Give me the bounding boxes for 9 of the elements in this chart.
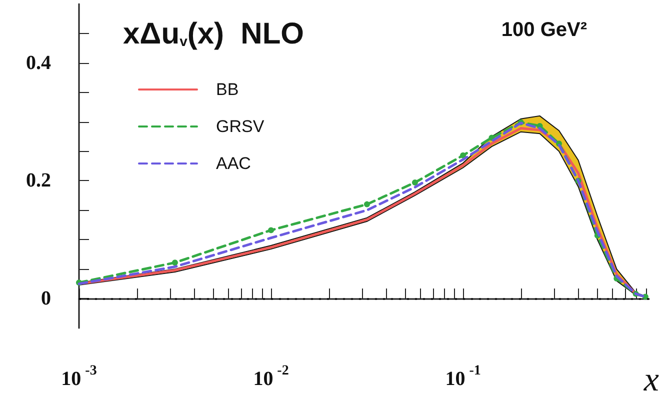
legend-label: GRSV: [216, 117, 265, 136]
annotation: 100 GeV²: [501, 19, 588, 41]
legend-label: AAC: [216, 154, 251, 173]
y-tick-label: 0: [41, 288, 51, 310]
y-tick-label: 0.4: [26, 52, 51, 74]
y-tick-label: 0.2: [26, 170, 51, 192]
chart-title: xΔuv(x) NLO: [123, 18, 304, 50]
x-axis-title: x: [642, 362, 660, 398]
legend-label: BB: [216, 80, 239, 99]
